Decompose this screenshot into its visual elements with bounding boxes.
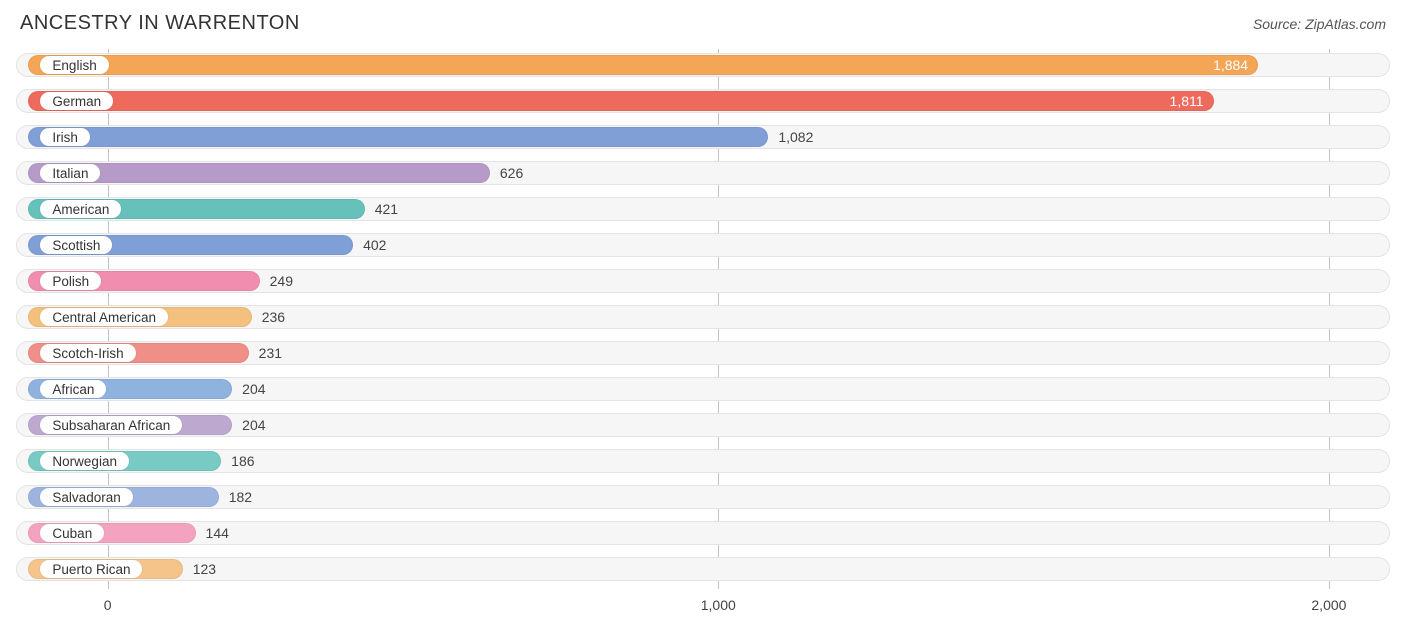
axis-tick-label: 1,000 <box>701 597 736 613</box>
value-label: 1,884 <box>1213 49 1258 81</box>
bar-row: English 1,884 <box>16 49 1390 81</box>
bar-row: Central American 236 <box>16 301 1390 333</box>
axis-tick-label: 2,000 <box>1311 597 1346 613</box>
value-label: 1,811 <box>1170 85 1214 117</box>
chart-source: Source: ZipAtlas.com <box>1253 16 1386 32</box>
bar-row: Puerto Rican 123 <box>16 553 1390 585</box>
category-pill: Irish <box>40 128 90 146</box>
bar-row: African 204 <box>16 373 1390 405</box>
bar-row: Salvadoran 182 <box>16 481 1390 513</box>
value-label: 402 <box>353 229 386 261</box>
value-label: 1,082 <box>768 121 813 153</box>
value-label: 236 <box>252 301 285 333</box>
bar-row: Subsaharan African 204 <box>16 409 1390 441</box>
category-pill: Cuban <box>40 524 104 542</box>
bar-row: Italian 626 <box>16 157 1390 189</box>
bar <box>28 127 768 147</box>
category-pill: Central American <box>40 308 168 326</box>
category-pill: Subsaharan African <box>40 416 182 434</box>
value-label: 144 <box>196 517 229 549</box>
category-pill: Salvadoran <box>40 488 132 506</box>
bar-row: Polish 249 <box>16 265 1390 297</box>
value-label: 231 <box>249 337 282 369</box>
bar-track <box>16 557 1390 581</box>
category-pill: German <box>40 92 113 110</box>
bar-row: German 1,811 <box>16 85 1390 117</box>
value-label: 204 <box>232 409 265 441</box>
chart-header: ANCESTRY IN WARRENTON Source: ZipAtlas.c… <box>16 12 1390 35</box>
value-label: 123 <box>183 553 216 585</box>
value-label: 421 <box>365 193 398 225</box>
bar <box>28 91 1213 111</box>
category-pill: Scotch-Irish <box>40 344 135 362</box>
chart-area: English 1,884 German 1,811 Irish 1,082 Italian… <box>16 49 1390 617</box>
chart-rows: English 1,884 German 1,811 Irish 1,082 Italian… <box>16 49 1390 585</box>
category-pill: English <box>40 56 108 74</box>
bar-row: American 421 <box>16 193 1390 225</box>
chart-title: ANCESTRY IN WARRENTON <box>20 12 300 35</box>
axis-tick-label: 0 <box>104 597 112 613</box>
value-label: 626 <box>490 157 523 189</box>
value-label: 204 <box>232 373 265 405</box>
value-label: 182 <box>219 481 252 513</box>
bar-row: Scotch-Irish 231 <box>16 337 1390 369</box>
bar-row: Cuban 144 <box>16 517 1390 549</box>
bar-row: Irish 1,082 <box>16 121 1390 153</box>
category-pill: Italian <box>40 164 100 182</box>
value-label: 249 <box>260 265 293 297</box>
category-pill: American <box>40 200 121 218</box>
category-pill: Puerto Rican <box>40 560 142 578</box>
category-pill: Norwegian <box>40 452 129 470</box>
bar-row: Scottish 402 <box>16 229 1390 261</box>
category-pill: Scottish <box>40 236 112 254</box>
category-pill: African <box>40 380 106 398</box>
category-pill: Polish <box>40 272 101 290</box>
value-label: 186 <box>221 445 254 477</box>
bar-row: Norwegian 186 <box>16 445 1390 477</box>
bar <box>28 55 1258 75</box>
